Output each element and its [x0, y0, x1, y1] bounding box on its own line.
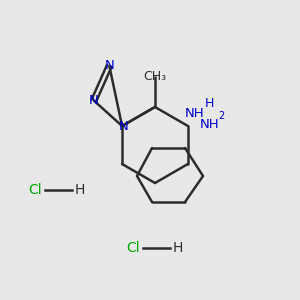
Text: CH₃: CH₃ — [143, 70, 167, 83]
Text: Cl: Cl — [28, 183, 42, 197]
Text: H: H — [173, 241, 183, 255]
Text: H: H — [75, 183, 85, 197]
Text: N: N — [89, 94, 99, 107]
Text: N: N — [119, 121, 129, 134]
Text: 2: 2 — [218, 110, 225, 121]
Text: Cl: Cl — [126, 241, 140, 255]
Text: NH: NH — [200, 118, 219, 130]
Text: NH: NH — [185, 107, 205, 120]
Text: N: N — [104, 59, 114, 72]
Text: H: H — [205, 97, 214, 110]
